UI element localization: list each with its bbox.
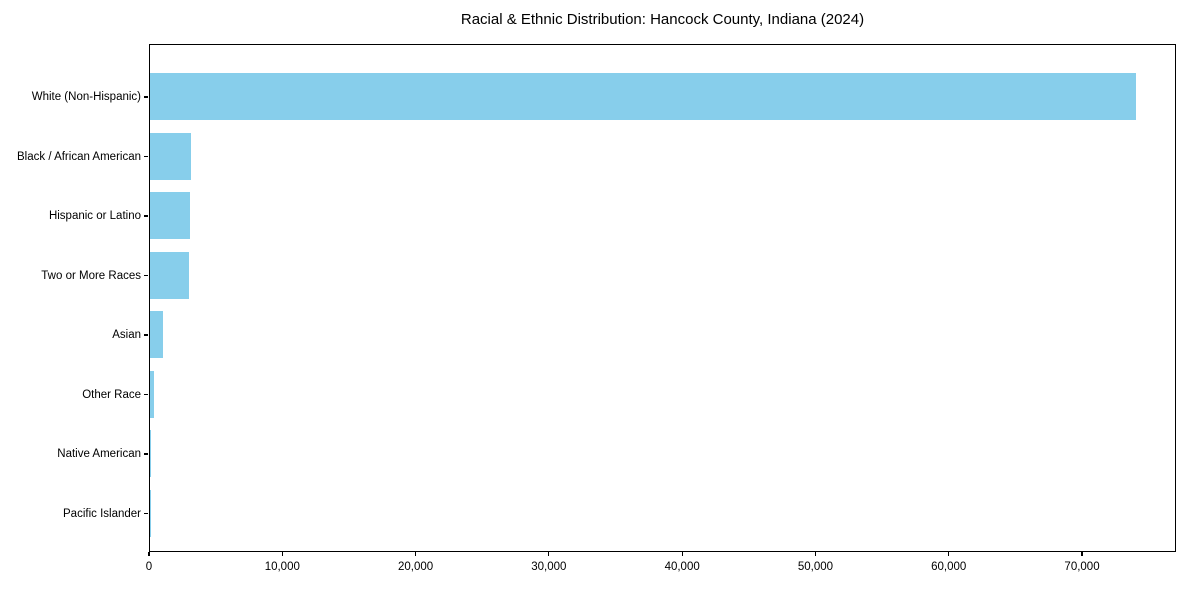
y-tick-mark <box>143 393 148 396</box>
x-tick-label: 0 <box>145 561 153 573</box>
y-tick-label: White (Non-Hispanic) <box>31 91 141 103</box>
x-tick-label: 50,000 <box>797 561 834 573</box>
x-tick-label: 60,000 <box>931 561 967 573</box>
y-tick-mark <box>143 334 148 336</box>
x-tick-mark <box>814 552 817 556</box>
x-tick-mark <box>948 552 950 556</box>
bar-white-non-hispanic <box>150 73 1137 120</box>
bar-asian <box>150 311 164 358</box>
y-tick-label: Two or More Races <box>41 269 141 282</box>
y-tick-mark <box>143 155 148 158</box>
y-tick-mark <box>143 512 148 515</box>
x-tick-label: 10,000 <box>264 561 300 573</box>
y-tick-mark <box>143 274 148 277</box>
y-tick-label: Asian <box>112 329 141 341</box>
chart-title: Racial & Ethnic Distribution: Hancock Co… <box>460 11 865 28</box>
y-tick-label: Hispanic or Latino <box>48 210 141 222</box>
y-tick-label: Native American <box>57 448 141 460</box>
x-tick-label: 70,000 <box>1064 561 1100 573</box>
y-tick-label: Pacific Islander <box>63 507 141 520</box>
x-tick-mark <box>1081 552 1083 556</box>
y-tick-mark <box>143 215 148 217</box>
x-tick-label: 40,000 <box>664 561 700 573</box>
bar-other-race <box>150 370 155 418</box>
y-tick-mark <box>143 96 148 98</box>
x-tick-mark <box>414 552 417 556</box>
plot-area <box>149 44 1176 552</box>
x-tick-label: 30,000 <box>531 561 567 573</box>
y-tick-label: Black / African American <box>17 150 141 163</box>
bar-two-or-more-races <box>150 251 189 299</box>
bar-black-african-american <box>150 132 192 180</box>
x-tick-mark <box>548 552 550 556</box>
x-tick-mark <box>681 552 683 556</box>
x-tick-mark <box>281 552 283 556</box>
y-tick-mark <box>143 453 148 455</box>
x-tick-mark <box>148 552 150 556</box>
bar-native-american <box>150 430 152 477</box>
y-tick-label: Other Race <box>82 388 141 401</box>
x-tick-label: 20,000 <box>397 561 434 573</box>
bar-hispanic-or-latino <box>150 192 190 239</box>
